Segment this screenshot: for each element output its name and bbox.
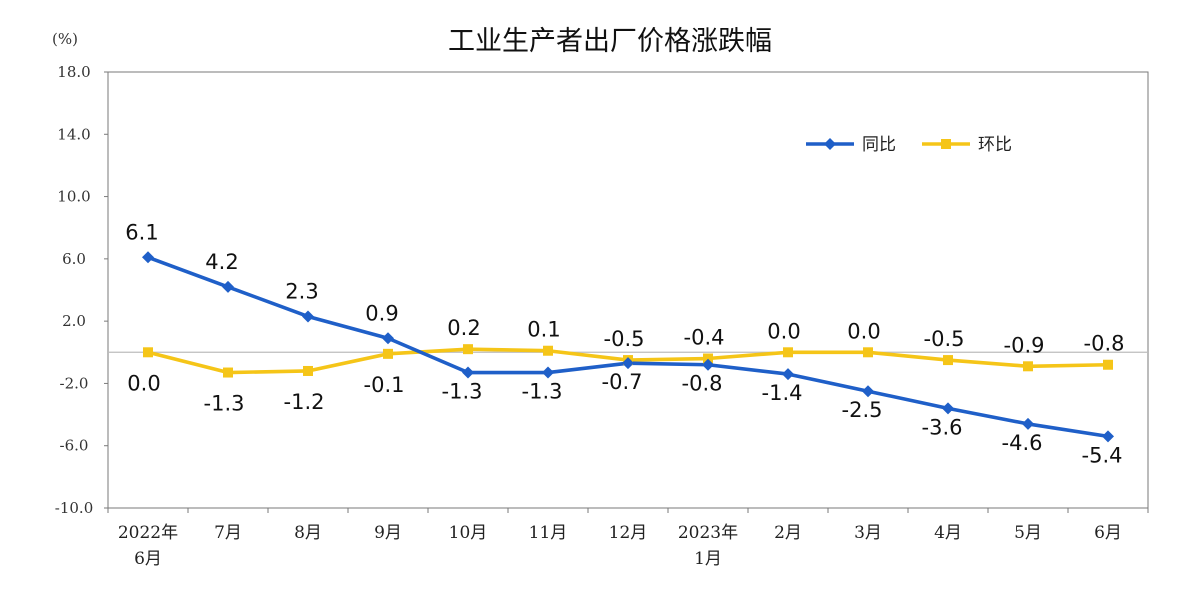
y-tick-label: 10.0 [57, 188, 90, 206]
mom-marker [223, 367, 233, 378]
yoy-data-label: 4.2 [205, 250, 238, 274]
mom-data-label: -0.9 [1004, 333, 1045, 357]
mom-marker [1023, 361, 1033, 372]
y-tick-label: 14.0 [57, 125, 90, 143]
mom-data-label: -0.4 [684, 326, 725, 350]
mom-data-label: 0.0 [767, 319, 800, 343]
yoy-marker [302, 310, 314, 323]
x-tick-label: 8月 [294, 523, 322, 543]
mom-marker [943, 355, 953, 366]
y-tick-label: -6.0 [60, 437, 89, 455]
mom-data-label: 0.0 [847, 319, 880, 343]
yoy-data-label: -0.7 [602, 370, 643, 394]
x-tick-label: 10月 [449, 523, 488, 543]
mom-data-label: -0.8 [1084, 332, 1125, 356]
y-tick-label: -10.0 [55, 499, 93, 517]
mom-data-label: 0.0 [127, 371, 160, 395]
yoy-marker [462, 366, 474, 379]
x-tick-label: 12月 [609, 523, 648, 543]
yoy-data-label: -2.5 [842, 398, 883, 422]
legend-mom-label: 环比 [978, 135, 1012, 155]
mom-data-label: -0.5 [604, 327, 645, 351]
y-unit-label: (%) [52, 30, 78, 48]
yoy-marker [782, 368, 794, 381]
mom-data-label: -0.1 [364, 373, 405, 397]
mom-data-label: -1.3 [204, 392, 245, 416]
yoy-marker [382, 332, 394, 345]
mom-marker [543, 345, 553, 356]
x-tick-label: 7月 [214, 523, 242, 543]
yoy-data-label: -1.3 [442, 380, 483, 404]
yoy-marker [222, 280, 234, 293]
yoy-marker [702, 358, 714, 371]
yoy-marker [142, 251, 154, 264]
mom-data-label: -1.2 [284, 390, 325, 414]
yoy-data-label: 6.1 [125, 220, 158, 244]
mom-marker [1103, 359, 1113, 370]
yoy-data-label: -5.4 [1082, 443, 1123, 467]
x-tick-label: 6月 [1094, 523, 1122, 543]
mom-data-label: 0.2 [447, 316, 480, 340]
x-tick-label: 2月 [774, 523, 802, 543]
mom-marker [863, 347, 873, 358]
yoy-marker [862, 385, 874, 398]
legend-yoy-label: 同比 [862, 135, 896, 155]
x-tick-label: 9月 [374, 523, 402, 543]
mom-data-label: 0.1 [527, 318, 560, 342]
x-tick-label: 5月 [1014, 523, 1042, 543]
yoy-marker [942, 402, 954, 415]
yoy-marker [1102, 430, 1114, 443]
mom-marker [703, 353, 713, 364]
mom-marker [383, 348, 393, 359]
mom-data-label: -0.5 [924, 327, 965, 351]
yoy-data-label: -3.6 [922, 415, 963, 439]
y-tick-label: 18.0 [57, 63, 90, 81]
yoy-data-label: -1.3 [522, 380, 563, 404]
yoy-data-label: 0.9 [365, 301, 398, 325]
legend-yoy-marker [824, 138, 836, 150]
yoy-marker [1022, 417, 1034, 430]
mom-marker [143, 347, 153, 358]
y-tick-label: -2.0 [60, 374, 89, 392]
legend-mom-marker [941, 139, 951, 149]
yoy-data-label: 2.3 [285, 279, 318, 303]
plot-area-border [107, 71, 1149, 509]
mom-marker [783, 347, 793, 358]
yoy-data-label: -1.4 [762, 381, 803, 405]
x-tick-label: 2022年 6月 [118, 523, 178, 569]
x-tick-label: 2023年 1月 [678, 523, 738, 569]
y-tick-label: 2.0 [62, 312, 86, 330]
y-tick-label: 6.0 [62, 250, 86, 268]
x-tick-label: 11月 [529, 523, 568, 543]
x-tick-label: 4月 [934, 523, 962, 543]
chart-title: 工业生产者出厂价格涨跌幅 [448, 26, 772, 57]
yoy-data-label: -4.6 [1002, 431, 1043, 455]
mom-marker [303, 365, 313, 376]
yoy-data-label: -0.8 [682, 372, 723, 396]
yoy-marker [542, 366, 554, 379]
x-tick-label: 3月 [854, 523, 882, 543]
mom-marker [463, 344, 473, 355]
yoy-marker [622, 357, 634, 370]
